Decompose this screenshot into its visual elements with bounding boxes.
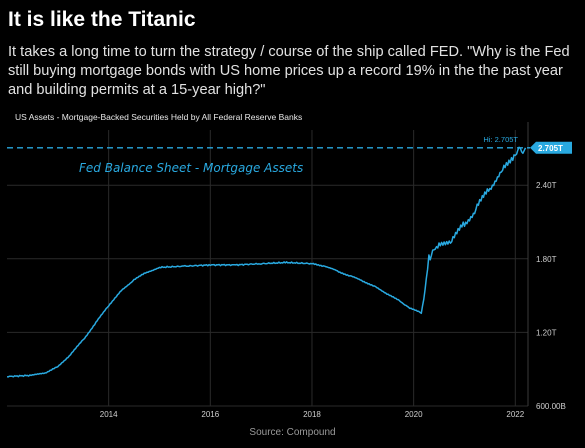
x-tick-label: 2022 <box>506 410 524 419</box>
current-value-badge-label: 2.705T <box>538 144 563 153</box>
x-tick-label: 2020 <box>405 410 423 419</box>
current-value-badge <box>530 141 572 154</box>
x-tick-label: 2018 <box>303 410 321 419</box>
mbs-line-chart: 2.40T 1.80T 1.20T 600.00B 2014 2016 2018 2020 20… <box>7 122 572 419</box>
y-tick-label: 2.40T <box>536 181 557 190</box>
chart-annotation: Fed Balance Sheet - Mortgage Assets <box>79 161 303 175</box>
y-tick-label: 600.00B <box>536 402 566 411</box>
post-body: It takes a long time to turn the strateg… <box>8 44 570 98</box>
headline: It is like the Titanic <box>8 8 196 31</box>
source-credit: Source: Compound <box>249 427 336 438</box>
chart-title: US Assets - Mortgage-Backed Securities H… <box>15 112 303 122</box>
x-tick-label: 2016 <box>201 410 219 419</box>
x-tick-label: 2014 <box>100 410 118 419</box>
y-tick-label: 1.80T <box>536 255 557 264</box>
series-line <box>7 146 527 378</box>
chart-panel: 2.40T 1.80T 1.20T 600.00B 2014 2016 2018 2020 20… <box>7 104 582 422</box>
high-value-label: Hi: 2.705T <box>483 135 518 144</box>
y-tick-label: 1.20T <box>536 328 557 337</box>
